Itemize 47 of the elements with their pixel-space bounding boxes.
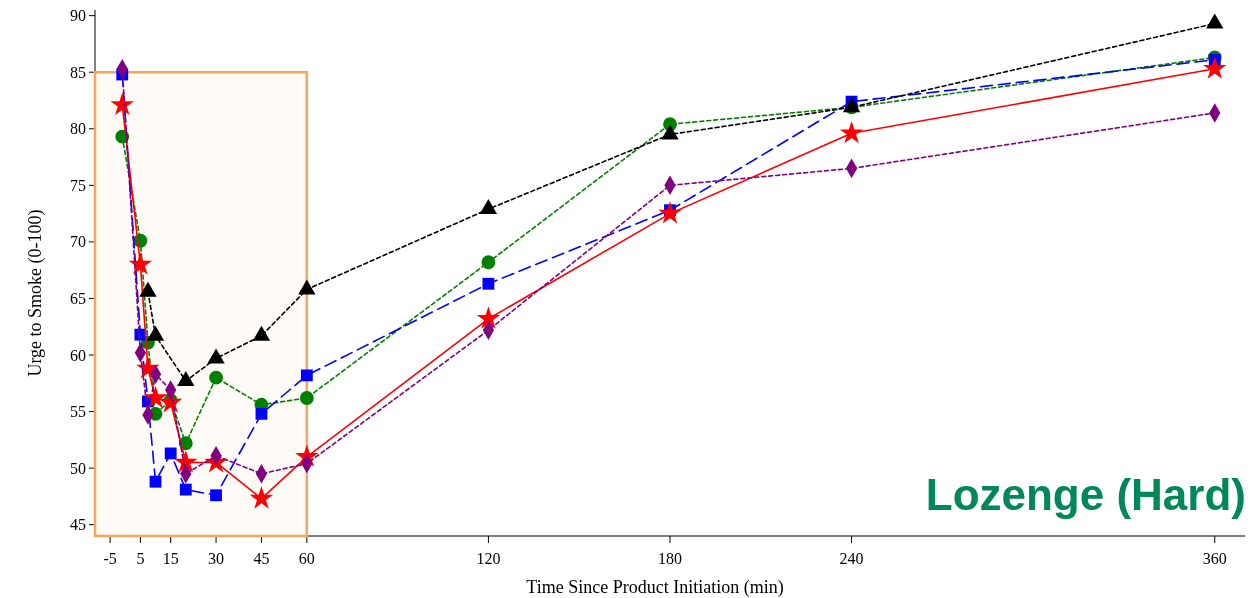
point [481,255,496,270]
x-tick-label: 30 [208,550,225,567]
x-tick-label: 240 [839,550,864,567]
point [164,447,177,460]
point [839,120,864,144]
x-tick-label: 180 [658,550,682,567]
x-tick-label: 45 [253,550,270,567]
point [1206,13,1224,29]
y-tick-label: 85 [70,63,86,81]
point [177,371,195,387]
x-tick-label: 60 [298,550,315,567]
x-tick-label: 360 [1202,550,1227,567]
y-tick-label: 60 [70,346,86,364]
y-tick-label: 55 [70,403,86,421]
point [661,124,679,140]
point [1203,56,1227,79]
point [482,277,495,290]
y-tick-label: 65 [70,290,86,308]
y-tick-label: 75 [70,176,86,194]
y-axis-title: Urge to Smoke (0-100) [25,209,46,377]
y-tick-label: 90 [70,7,86,25]
point [255,407,268,420]
point [298,279,316,295]
point [658,201,682,224]
point [179,483,192,496]
point [110,92,134,115]
point [210,489,222,502]
point [128,252,153,275]
point [300,369,313,382]
point [476,306,501,329]
x-tick-label: 15 [162,550,179,567]
y-tick-label: 70 [70,233,86,251]
point [209,370,223,385]
point [149,475,162,488]
y-tick-label: 80 [70,120,86,138]
point [249,486,274,509]
x-tick-label: 5 [136,550,145,567]
x-axis-title: Time Since Product Initiation (min) [526,577,784,598]
point [479,199,498,215]
x-tick-label: 120 [476,550,501,567]
point [299,391,314,405]
x-tick-label: -5 [103,550,117,567]
y-tick-label: 45 [70,516,86,534]
point [143,385,168,408]
y-tick-label: 50 [70,459,86,477]
annotation: Lozenge (Hard) [925,470,1246,519]
point [207,348,225,364]
